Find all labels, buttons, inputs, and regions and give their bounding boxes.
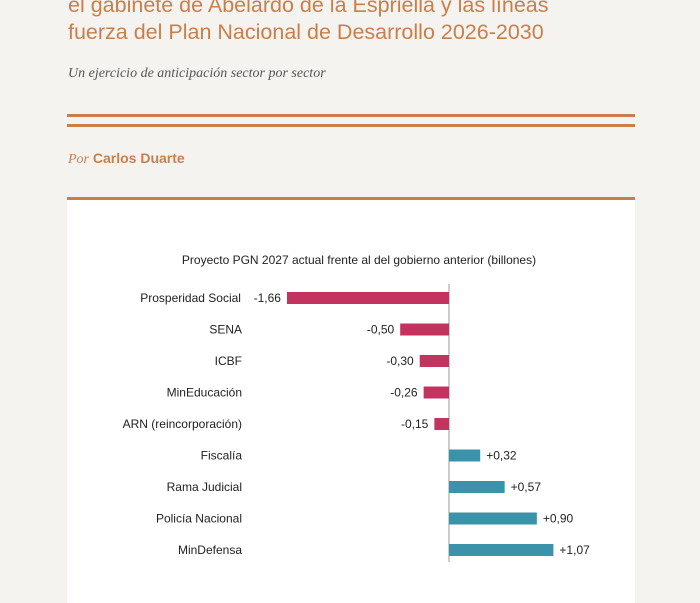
bar-sena [400,323,449,336]
byline: Por Carlos Duarte [68,150,185,168]
category-label-rama-judicial: Rama Judicial [167,480,242,494]
category-label-arn-reincorporacion: ARN (reincorporación) [123,417,242,431]
category-label-mindefensa: MinDefensa [178,543,242,557]
category-label-sena: SENA [209,323,242,337]
article-title: el gabinete de Abelardo de la Espriella … [68,0,668,46]
bar-rama-judicial [449,481,505,493]
bar-chart: Proyecto PGN 2027 actual frente al del g… [123,253,590,562]
value-label-fiscalia: +0,32 [486,449,517,463]
value-label-arn-reincorporacion: -0,15 [401,417,429,431]
bar-prosperidad-social [286,292,449,304]
chart-bars: Prosperidad Social -1,66 SENA -0,50 ICBF -0,3… [123,284,590,562]
bar-mindefensa [449,544,554,556]
bar-fiscalia [449,449,481,462]
bar-policia-nacional [449,512,537,525]
article-title-line-2: fuerza del Plan Nacional de Desarrollo 2… [68,20,544,44]
byline-prefix: Por [68,152,89,167]
divider-bottom [67,124,635,127]
value-label-policia-nacional: +0,90 [543,512,574,526]
bar-icbf [419,355,449,367]
bar-mineducacion [423,386,449,399]
chart-title: Proyecto PGN 2027 actual frente al del g… [182,253,536,267]
category-label-prosperidad-social: Prosperidad Social [140,291,241,305]
value-label-prosperidad-social: -1,66 [254,291,282,305]
author-name[interactable]: Carlos Duarte [92,150,185,166]
category-label-policia-nacional: Policía Nacional [156,512,242,526]
value-label-rama-judicial: +0,57 [511,480,542,494]
divider-top [67,114,635,117]
category-label-mineducacion: MinEducación [167,386,242,400]
value-label-mindefensa: +1,07 [559,543,590,557]
value-label-sena: -0,50 [367,323,395,337]
value-label-mineducacion: -0,26 [390,386,418,400]
category-label-fiscalia: Fiscalía [201,449,243,463]
article-subtitle: Un ejercicio de anticipación sector por … [68,66,326,81]
article-title-line-1: el gabinete de Abelardo de la Espriella … [68,0,549,17]
value-label-icbf: -0,30 [386,354,414,368]
category-label-icbf: ICBF [215,354,242,368]
chart-card: Proyecto PGN 2027 actual frente al del g… [67,197,635,603]
bar-arn-reincorporacion [434,418,449,430]
